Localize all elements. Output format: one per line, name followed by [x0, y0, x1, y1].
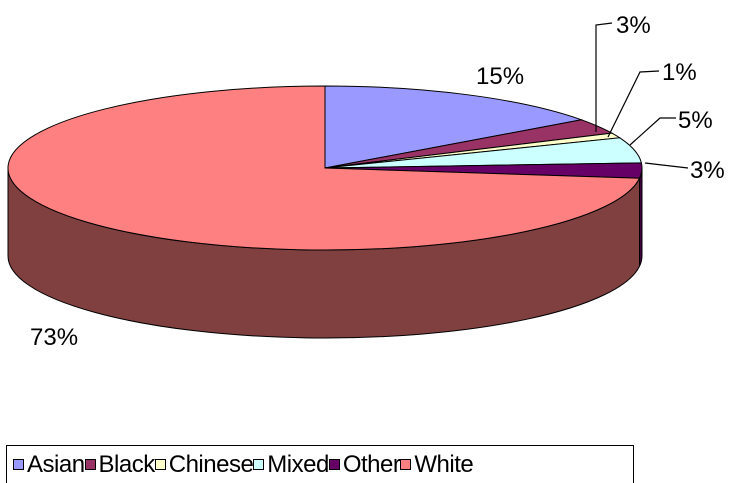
- leader-line-black: [595, 22, 613, 132]
- leader-line-chinese: [607, 70, 660, 138]
- leader-line-mixed: [629, 117, 676, 146]
- pie-slice-asian: [324, 85, 584, 169]
- data-label-chinese: 1%: [662, 59, 697, 86]
- legend-label-black: Black: [98, 450, 156, 478]
- leader-line-other: [644, 162, 689, 169]
- legend-swatch-white: [400, 459, 412, 470]
- legend: Asian Black Chinese Mixed Other White: [6, 445, 634, 483]
- legend-item-chinese: Chinese: [154, 450, 254, 479]
- pie-chart: 15% 3% 1% 5% 3% 73%: [7, 12, 725, 351]
- legend-item-asian: Asian: [13, 451, 85, 479]
- data-label-other: 3%: [690, 157, 725, 184]
- data-label-black: 3%: [616, 12, 651, 39]
- legend-label-white: White: [414, 450, 474, 478]
- label-leader-lines: [595, 22, 689, 169]
- legend-item-black: Black: [84, 450, 156, 479]
- data-label-white: 73%: [30, 324, 78, 351]
- legend-label-chinese: Chinese: [168, 450, 254, 478]
- pie-slice-white: [7, 85, 641, 251]
- legend-label-other: Other: [342, 450, 401, 478]
- legend-swatch-mixed: [253, 459, 265, 470]
- data-label-mixed: 5%: [678, 107, 713, 134]
- legend-label-mixed: Mixed: [267, 450, 329, 478]
- legend-item-white: White: [400, 450, 474, 479]
- legend-label-asian: Asian: [27, 450, 85, 478]
- legend-swatch-chinese: [154, 459, 166, 470]
- legend-swatch-asian: [13, 459, 24, 470]
- pie-top-slices: [7, 85, 643, 251]
- data-label-asian: 15%: [476, 63, 524, 90]
- legend-item-mixed: Mixed: [253, 451, 329, 479]
- legend-swatch-black: [84, 459, 96, 470]
- legend-item-other: Other: [328, 450, 401, 479]
- data-labels: 15% 3% 1% 5% 3% 73%: [30, 12, 725, 351]
- legend-swatch-other: [328, 459, 340, 470]
